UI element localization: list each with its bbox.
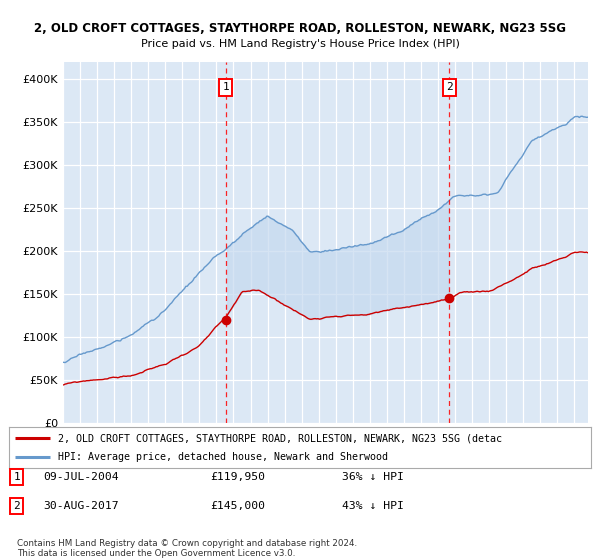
Text: £145,000: £145,000 xyxy=(210,501,265,511)
Text: 30-AUG-2017: 30-AUG-2017 xyxy=(43,501,119,511)
Text: Price paid vs. HM Land Registry's House Price Index (HPI): Price paid vs. HM Land Registry's House … xyxy=(140,39,460,49)
Text: £119,950: £119,950 xyxy=(210,472,265,482)
Text: 09-JUL-2004: 09-JUL-2004 xyxy=(43,472,119,482)
Text: 43% ↓ HPI: 43% ↓ HPI xyxy=(342,501,404,511)
Text: 1: 1 xyxy=(13,472,20,482)
Text: 2, OLD CROFT COTTAGES, STAYTHORPE ROAD, ROLLESTON, NEWARK, NG23 5SG: 2, OLD CROFT COTTAGES, STAYTHORPE ROAD, … xyxy=(34,22,566,35)
Text: HPI: Average price, detached house, Newark and Sherwood: HPI: Average price, detached house, Newa… xyxy=(58,452,388,461)
Text: 2: 2 xyxy=(446,82,453,92)
Text: 2: 2 xyxy=(13,501,20,511)
Text: 1: 1 xyxy=(222,82,229,92)
Text: 36% ↓ HPI: 36% ↓ HPI xyxy=(342,472,404,482)
Text: 2, OLD CROFT COTTAGES, STAYTHORPE ROAD, ROLLESTON, NEWARK, NG23 5SG (detac: 2, OLD CROFT COTTAGES, STAYTHORPE ROAD, … xyxy=(58,433,502,443)
Text: Contains HM Land Registry data © Crown copyright and database right 2024.
This d: Contains HM Land Registry data © Crown c… xyxy=(17,539,357,558)
